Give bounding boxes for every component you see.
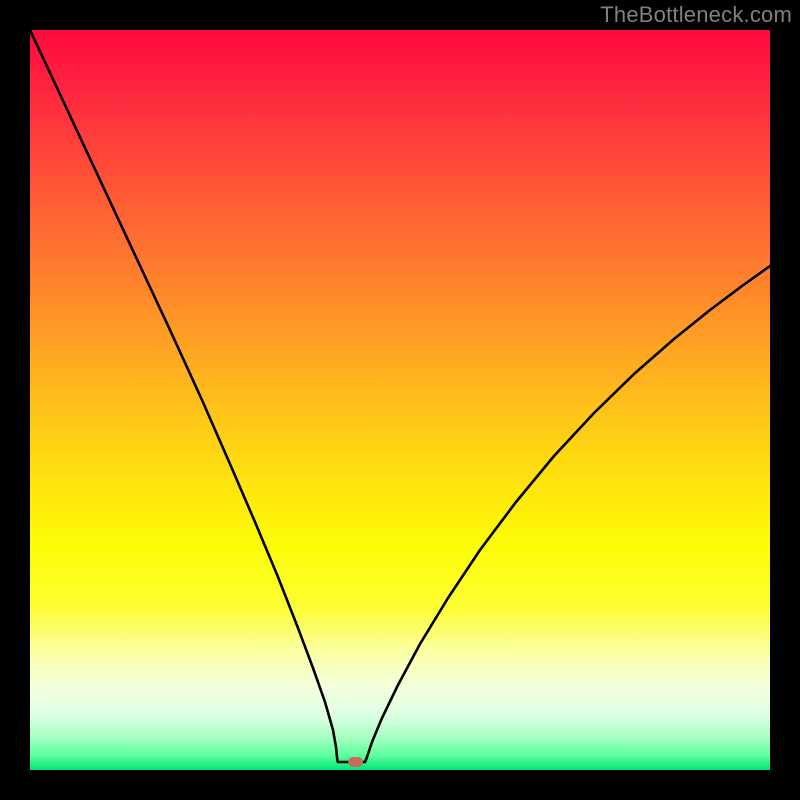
source-watermark: TheBottleneck.com [600, 2, 792, 28]
plot-area [30, 30, 770, 770]
bottleneck-curve [30, 30, 770, 770]
optimal-point-marker [348, 757, 363, 767]
